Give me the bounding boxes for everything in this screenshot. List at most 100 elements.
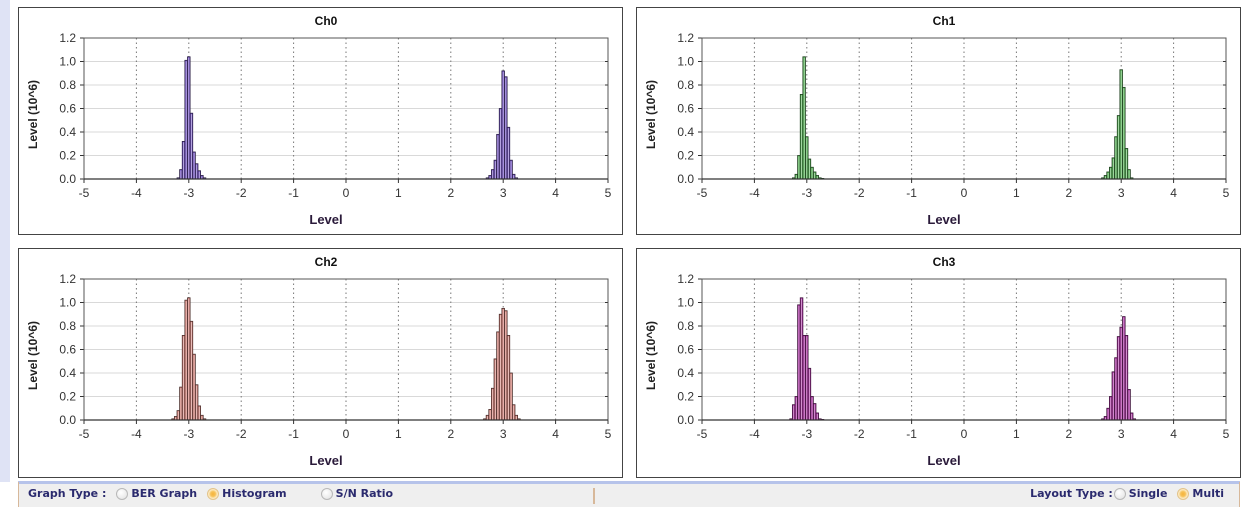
x-tick-label: -1 [288,427,299,441]
sn-ratio-label[interactable]: S/N Ratio [335,487,394,500]
x-tick-label: -1 [906,427,917,441]
y-axis-label: Level (10^6) [26,321,40,390]
y-tick-label: 0.6 [59,102,76,116]
chart-svg: Ch0 0.0 0.2 0.4 0.6 0.8 1.0 1.2 -5 -4 -3 -2 -1 0 1 2 3 4 5… [26,14,612,227]
x-tick-label: -3 [801,427,812,441]
y-tick-label: 0.2 [677,149,694,163]
x-tick-label: 2 [447,427,454,441]
x-tick-label: -3 [801,186,812,200]
layout-type-group: Layout Type : Single Multi [1030,487,1228,500]
histogram-bars [789,297,1137,421]
x-tick-label: 4 [552,427,559,441]
histogram-bars [176,56,519,180]
x-tick-label: -3 [183,186,194,200]
y-tick-label: 1.2 [677,31,694,45]
histogram-bars [791,56,1134,180]
y-tick-label: 1.0 [677,296,694,310]
multi-label[interactable]: Multi [1192,487,1224,500]
x-tick-label: -5 [79,186,90,200]
histogram-bars [171,297,521,421]
chart-svg: Ch3 0.0 0.2 0.4 0.6 0.8 1.0 1.2 -5 -4 -3 -2 -1 0 1 2 3 4 5… [644,255,1230,468]
radio-sn-ratio[interactable] [320,487,333,500]
graph-type-group: Graph Type : BER Graph Histogram S/N Rat… [28,487,397,500]
x-tick-label: 1 [1013,186,1020,200]
x-tick-label: 5 [1223,186,1230,200]
x-tick-label: 4 [1170,427,1177,441]
x-tick-label: 0 [961,427,968,441]
chart-title: Ch2 [315,255,338,269]
x-tick-label: 0 [343,186,350,200]
x-tick-label: 5 [605,186,612,200]
y-axis-label: Level (10^6) [644,80,658,149]
x-tick-label: 4 [552,186,559,200]
x-tick-label: -1 [906,186,917,200]
x-tick-label: -4 [131,427,142,441]
layout-type-label: Layout Type : [1030,487,1113,500]
ber-graph-label[interactable]: BER Graph [131,487,198,500]
graph-options-bar: Graph Type : BER Graph Histogram S/N Rat… [18,481,1240,507]
x-tick-label: -5 [697,427,708,441]
histogram-label[interactable]: Histogram [222,487,287,500]
x-tick-label: -5 [697,186,708,200]
x-axis-label: Level [309,453,342,468]
x-tick-label: -1 [288,186,299,200]
chart-panel-ch0: Ch0 0.0 0.2 0.4 0.6 0.8 1.0 1.2 -5 -4 -3 -2 -1 0 1 2 3 4 5… [18,7,623,235]
bar-right-edge [1239,482,1240,507]
radio-multi[interactable] [1177,487,1190,500]
bar-left-edge [18,482,19,507]
x-tick-label: -4 [749,186,760,200]
y-tick-label: 0.8 [59,319,76,333]
y-axis-label: Level (10^6) [644,321,658,390]
y-tick-label: 0.0 [59,413,76,427]
chart-svg: Ch2 0.0 0.2 0.4 0.6 0.8 1.0 1.2 -5 -4 -3 -2 -1 0 1 2 3 4 5… [26,255,612,468]
y-tick-label: 0.0 [59,172,76,186]
x-tick-label: 3 [500,186,507,200]
y-tick-label: 0.4 [677,366,694,380]
single-label[interactable]: Single [1128,487,1168,500]
radio-single[interactable] [1113,487,1126,500]
x-tick-label: 2 [447,186,454,200]
y-tick-label: 0.2 [59,390,76,404]
y-axis-label: Level (10^6) [26,80,40,149]
x-axis-label: Level [927,212,960,227]
x-tick-label: -2 [236,427,247,441]
x-tick-label: 5 [605,427,612,441]
chart-panel-ch1: Ch1 0.0 0.2 0.4 0.6 0.8 1.0 1.2 -5 -4 -3 -2 -1 0 1 2 3 4 5… [636,7,1241,235]
x-tick-label: 5 [1223,427,1230,441]
x-tick-label: -2 [854,427,865,441]
y-tick-label: 1.2 [677,272,694,286]
x-tick-label: -2 [854,186,865,200]
y-tick-label: 0.6 [677,343,694,357]
x-tick-label: -3 [183,427,194,441]
radio-ber-graph[interactable] [116,487,129,500]
y-tick-label: 0.4 [59,125,76,139]
x-tick-label: 1 [395,186,402,200]
y-tick-label: 0.4 [677,125,694,139]
x-axis-label: Level [927,453,960,468]
y-tick-label: 0.8 [59,78,76,92]
y-tick-label: 1.0 [59,296,76,310]
x-tick-label: -2 [236,186,247,200]
chart-panel-ch2: Ch2 0.0 0.2 0.4 0.6 0.8 1.0 1.2 -5 -4 -3 -2 -1 0 1 2 3 4 5… [18,248,623,478]
y-tick-label: 0.6 [59,343,76,357]
y-tick-label: 1.0 [59,55,76,69]
radio-histogram[interactable] [207,487,220,500]
graph-type-label: Graph Type : [28,487,107,500]
x-tick-label: -4 [131,186,142,200]
y-tick-label: 0.0 [677,413,694,427]
x-tick-label: 4 [1170,186,1177,200]
y-tick-label: 0.2 [59,149,76,163]
y-tick-label: 0.6 [677,102,694,116]
y-tick-label: 1.0 [677,55,694,69]
chart-svg: Ch1 0.0 0.2 0.4 0.6 0.8 1.0 1.2 -5 -4 -3 -2 -1 0 1 2 3 4 5… [644,14,1230,227]
x-tick-label: 0 [343,427,350,441]
y-tick-label: 1.2 [59,272,76,286]
x-tick-label: -4 [749,427,760,441]
x-tick-label: 3 [1118,427,1125,441]
x-tick-label: 1 [395,427,402,441]
chart-title: Ch3 [933,255,956,269]
x-tick-label: 1 [1013,427,1020,441]
x-tick-label: -5 [79,427,90,441]
x-axis-label: Level [309,212,342,227]
x-tick-label: 3 [1118,186,1125,200]
